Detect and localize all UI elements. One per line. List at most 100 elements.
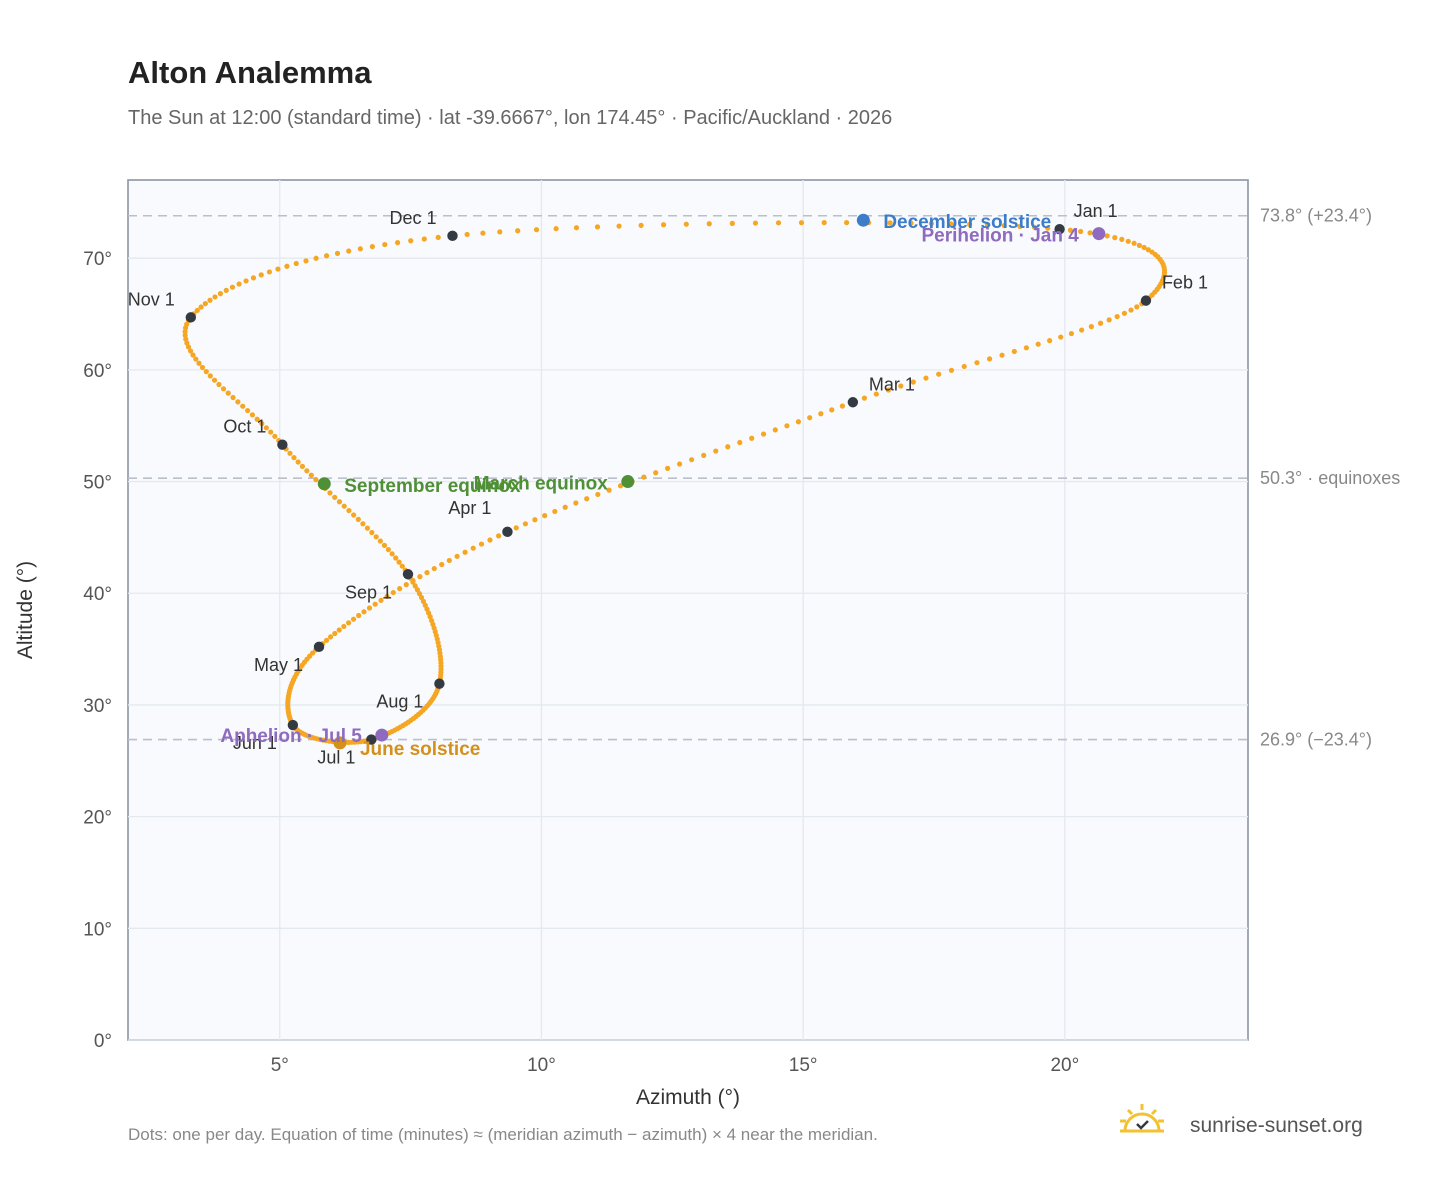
daily-sun-dot [1141,244,1147,251]
daily-sun-dot [1134,304,1140,310]
daily-sun-dot [399,563,405,569]
daily-sun-dot [249,412,256,418]
daily-sun-dot [327,634,334,640]
footnote: Dots: one per day. Equation of time (min… [128,1125,878,1144]
month-marker [1054,223,1065,235]
daily-sun-dot [372,601,378,607]
month-marker [402,569,414,580]
x-tick-label: 5° [271,1055,289,1076]
daily-sun-dot [194,307,200,314]
daily-sun-dot [1031,224,1038,230]
daily-sun-dot [798,220,805,226]
daily-sun-dot [464,231,470,238]
daily-sun-dot [1058,334,1064,340]
daily-sun-dot [250,275,257,281]
daily-sun-dot [216,381,222,388]
month-label: Aug 1 [376,692,423,712]
daily-sun-dot [303,258,309,264]
daily-sun-dot [478,541,485,547]
month-marker [447,230,458,242]
daily-sun-dot [749,435,755,441]
month-marker [434,678,445,689]
daily-sun-dot [725,444,731,450]
daily-sun-dot [236,281,242,287]
daily-sun-dot [207,297,213,303]
daily-sun-dot [190,352,196,358]
daily-sun-dot [641,474,647,480]
month-label: Apr 1 [448,498,491,518]
daily-sun-dot [313,255,319,261]
event-marker [621,475,635,489]
page-title: Alton Analemma [128,55,372,90]
daily-sun-dot [377,538,383,544]
daily-sun-dot [462,549,468,555]
month-label: Jan 1 [1074,201,1118,221]
daily-sun-dot [795,419,802,425]
month-marker [277,439,288,450]
month-marker [313,641,325,653]
daily-sun-dot [223,287,229,293]
daily-sun-dot [183,336,189,342]
month-label: May 1 [254,655,303,675]
daily-sun-dot [1017,223,1023,229]
daily-sun-dot [454,553,460,559]
daily-sun-dot [229,284,236,290]
daily-sun-dot [701,452,707,458]
daily-sun-dot [497,229,503,235]
daily-sun-dot [334,250,341,256]
daily-sun-dot [807,415,813,421]
month-marker [366,734,377,745]
daily-sun-dot [617,483,624,489]
daily-sun-dot [1047,338,1053,344]
daily-sun-dot [240,403,246,409]
daily-sun-dot [967,221,973,227]
daily-sun-dot [542,513,548,519]
daily-sun-dot [360,521,366,527]
event-marker [856,213,870,227]
daily-sun-dot [999,352,1005,358]
event-marker [317,477,331,491]
event-label: Aphelion · Jul 5 [220,726,362,747]
reference-line-label: 73.8° (+23.4°) [1260,206,1372,226]
daily-sun-dot [313,477,319,483]
y-tick-label: 50° [83,473,112,494]
y-tick-label: 70° [83,249,112,270]
daily-sun-dot [1114,313,1120,320]
daily-sun-dot [594,224,601,230]
x-axis-label: Azimuth (°) [636,1086,740,1109]
daily-sun-dot [984,222,991,228]
daily-sun-dot [422,602,428,608]
daily-sun-dot [1035,341,1041,347]
daily-sun-dot [1077,228,1084,235]
daily-sun-dot [775,220,782,226]
daily-sun-dot [187,348,194,354]
daily-sun-dot [346,248,352,254]
daily-sun-dot [308,472,314,478]
daily-sun-dot [532,517,538,523]
daily-sun-dot [752,220,759,226]
y-axis-label: Altitude (°) [14,561,37,659]
daily-sun-dot [1128,307,1134,313]
daily-sun-dot [660,222,667,228]
daily-sun-dot [760,431,767,437]
daily-sun-dot [818,411,824,417]
daily-sun-dot [323,637,330,643]
y-tick-label: 40° [83,584,112,605]
daily-sun-dot [595,491,601,498]
daily-sun-dot [1067,227,1074,233]
daily-sun-dot [986,356,993,362]
daily-sun-dot [373,534,379,540]
daily-sun-dot [397,586,403,592]
daily-sun-dot [616,223,622,229]
daily-sun-dot [336,627,342,633]
daily-sun-dot [199,364,206,371]
daily-sun-dot [553,226,559,232]
reference-line-label: 50.3° · equinoxes [1260,468,1400,488]
daily-sun-dot [323,253,330,259]
daily-sun-dot [515,228,521,234]
daily-sun-dot [327,490,333,496]
daily-sun-dot [295,459,301,465]
daily-sun-dot [737,439,743,446]
daily-sun-dot [948,221,954,227]
daily-sun-dot [198,304,204,310]
